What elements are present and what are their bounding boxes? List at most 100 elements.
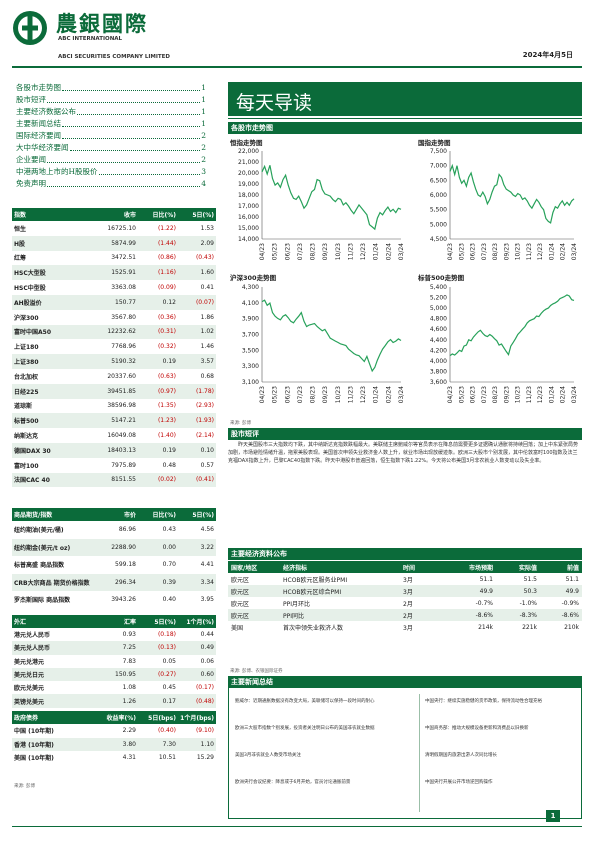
y-tick-label: 5,000 bbox=[430, 221, 447, 228]
table-cell: (0.07) bbox=[178, 294, 216, 310]
title-divider bbox=[228, 118, 582, 119]
page-title: 每天导读 bbox=[236, 92, 313, 114]
table-cell: -0.7% bbox=[475, 599, 493, 607]
table-cell: 49.9 bbox=[452, 585, 496, 597]
table-cell: 0.19 bbox=[138, 442, 178, 458]
toc-item[interactable]: 大中华经济要闻 2 bbox=[16, 142, 206, 154]
table-cell: 0.49 bbox=[178, 641, 216, 655]
table-cell: (1.40) bbox=[157, 432, 176, 440]
table-cell: 富时100 bbox=[14, 462, 39, 470]
toc-item[interactable]: 主要经济数据公布 1 bbox=[16, 106, 206, 118]
toc-leader-dots bbox=[98, 166, 201, 175]
table-cell: (0.40) bbox=[157, 727, 176, 735]
y-tick-label: 3,600 bbox=[430, 379, 447, 386]
toc-item-page: 1 bbox=[201, 95, 206, 104]
table-cell: 法国CAC 40 bbox=[12, 472, 102, 488]
charts-section-header: 各股市走势图 bbox=[228, 122, 582, 134]
toc-item-page: 2 bbox=[201, 143, 206, 152]
y-tick-label: 3,900 bbox=[242, 316, 259, 323]
table-cell: 0.44 bbox=[200, 631, 214, 639]
table-cell: (1.93) bbox=[178, 413, 216, 429]
chart-source-note: 来源: 彭博 bbox=[230, 421, 251, 426]
table-cell: 15.29 bbox=[196, 754, 214, 762]
table-row: 红筹 3472.51 (0.86) (0.43) bbox=[12, 251, 216, 266]
x-tick-label: 03/24 bbox=[398, 386, 405, 403]
x-tick-label: 08/23 bbox=[492, 386, 499, 403]
table-row: 法国CAC 40 8151.55 (0.02) (0.41) bbox=[12, 472, 216, 488]
table-cell: 0.45 bbox=[162, 684, 176, 692]
x-tick-label: 12/23 bbox=[360, 243, 367, 260]
toc-item-label: 主要经济数据公布 bbox=[16, 107, 76, 116]
table-cell: 3943.26 bbox=[111, 596, 136, 604]
x-tick-label: 11/23 bbox=[347, 386, 354, 403]
toc-item[interactable]: 各股市走势图 1 bbox=[16, 82, 206, 94]
news-item[interactable]: 中国央行开展公开市场逆回购操作 bbox=[425, 780, 493, 785]
chart-title-hsi: 恒指走势图 bbox=[230, 139, 263, 147]
table-cell: 欧元区 bbox=[231, 600, 250, 608]
news-item[interactable]: 美国3月非农就业人数受市场关注 bbox=[235, 753, 301, 758]
toc-item-label: 主要新闻总结 bbox=[16, 119, 61, 128]
table-cell: 3月 bbox=[400, 585, 452, 597]
table-cell: 4.41 bbox=[200, 561, 214, 569]
table-cell: 首次申领失业救济人数 bbox=[283, 624, 344, 632]
table-cell: 51.1 bbox=[479, 575, 493, 583]
news-summary-box: 鲍威尔：近期通胀数据没有改变大局，美联储可以保持一段时间的耐心 欧洲三大股市指数个… bbox=[228, 687, 582, 819]
news-column-divider bbox=[419, 694, 420, 812]
table-cell: 210k bbox=[564, 623, 579, 631]
x-tick-label: 07/23 bbox=[481, 386, 488, 403]
table-cell: (0.31) bbox=[138, 324, 178, 340]
news-item[interactable]: 欧洲央行会议纪要：降息或于6月开始，官员讨论通胀前景 bbox=[235, 780, 351, 785]
column-header: 经济指标 bbox=[280, 561, 400, 573]
toc-item[interactable]: 企业要闻 2 bbox=[16, 154, 206, 166]
y-tick-label: 4,500 bbox=[430, 236, 447, 243]
x-tick-label: 04/23 bbox=[259, 243, 266, 260]
toc-item-page: 1 bbox=[201, 83, 206, 92]
x-tick-label: 02/24 bbox=[560, 386, 567, 403]
market-commentary: 昨天美国股市三大指数均下跌，其中纳斯达克指数跌幅最大。美联储主席鲍威尔等官员表示… bbox=[228, 442, 579, 464]
table-cell: 8151.55 bbox=[102, 472, 138, 488]
column-header: 收市 bbox=[102, 208, 138, 221]
table-cell: 欧元区 bbox=[228, 609, 280, 621]
y-tick-label: 18,000 bbox=[238, 192, 259, 199]
x-tick-label: 12/23 bbox=[537, 243, 544, 260]
x-tick-label: 12/23 bbox=[360, 386, 367, 403]
y-tick-label: 5,000 bbox=[430, 305, 447, 312]
news-item[interactable]: 欧洲三大股市指数个别发展，投资者关注明日公布的美国非农就业数据 bbox=[235, 726, 375, 731]
news-item[interactable]: 中国商务部：推动大规模设备更新和消费品以旧换新 bbox=[425, 726, 529, 731]
news-item[interactable]: 鲍威尔：近期通胀数据没有改变大局，美联储可以保持一段时间的耐心 bbox=[235, 699, 375, 704]
table-cell: 上证180 bbox=[14, 344, 39, 352]
table-cell: HCOB欧元区服务业PMI bbox=[283, 576, 348, 584]
x-tick-label: 01/24 bbox=[548, 386, 555, 403]
toc-item[interactable]: 中港两地上市的H股股价 3 bbox=[16, 166, 206, 178]
fx-table: 外汇 汇率 5日(%) 1个月(%) 港元兑人民币 0.93 (0.18) 0.44 美元兑人民… bbox=[12, 615, 216, 721]
table-row: 纽约期油(美元/桶) 86.96 0.43 4.56 bbox=[12, 521, 216, 539]
table-cell: (1.16) bbox=[138, 265, 178, 281]
y-tick-label: 3,300 bbox=[242, 363, 259, 370]
toc-item[interactable]: 免责声明 4 bbox=[16, 178, 206, 190]
toc-item[interactable]: 主要新闻总结 1 bbox=[16, 118, 206, 130]
toc-item[interactable]: 股市短评 1 bbox=[16, 94, 206, 106]
table-cell: (0.32) bbox=[157, 343, 176, 351]
news-item[interactable]: 清明假期国内旅游出游人次同比增长 bbox=[425, 753, 497, 758]
column-header: 政府债券 bbox=[12, 711, 102, 724]
table-cell: 7.30 bbox=[138, 737, 178, 751]
table-cell: 49.9 bbox=[540, 585, 582, 597]
column-header: 指数 bbox=[12, 208, 102, 221]
table-cell: (1.22) bbox=[157, 224, 176, 232]
table-cell: (0.02) bbox=[138, 472, 178, 488]
table-cell: 1.60 bbox=[178, 265, 216, 281]
table-of-contents: 各股市走势图 1 股市短评 1 主要经济数据公布 1 主要新闻总结 1 国际经济要闻 2 大中华经济… bbox=[16, 82, 206, 190]
news-item[interactable]: 中国央行：继续实施稳健的货币政策，保持流动性合理充裕 bbox=[425, 699, 542, 704]
table-cell: 0.43 bbox=[162, 526, 176, 534]
table-cell: 0.70 bbox=[162, 561, 176, 569]
table-cell: (0.36) bbox=[157, 313, 176, 321]
table-cell: 德国DAX 30 bbox=[12, 442, 102, 458]
table-cell: 0.17 bbox=[138, 694, 178, 708]
x-tick-label: 06/23 bbox=[470, 386, 477, 403]
x-tick-label: 01/24 bbox=[373, 243, 380, 260]
table-cell: 51.5 bbox=[523, 575, 537, 583]
toc-item[interactable]: 国际经济要闻 2 bbox=[16, 130, 206, 142]
x-tick-label: 03/24 bbox=[571, 243, 578, 260]
y-tick-label: 4,600 bbox=[430, 326, 447, 333]
table-cell: 16049.08 bbox=[107, 432, 136, 440]
